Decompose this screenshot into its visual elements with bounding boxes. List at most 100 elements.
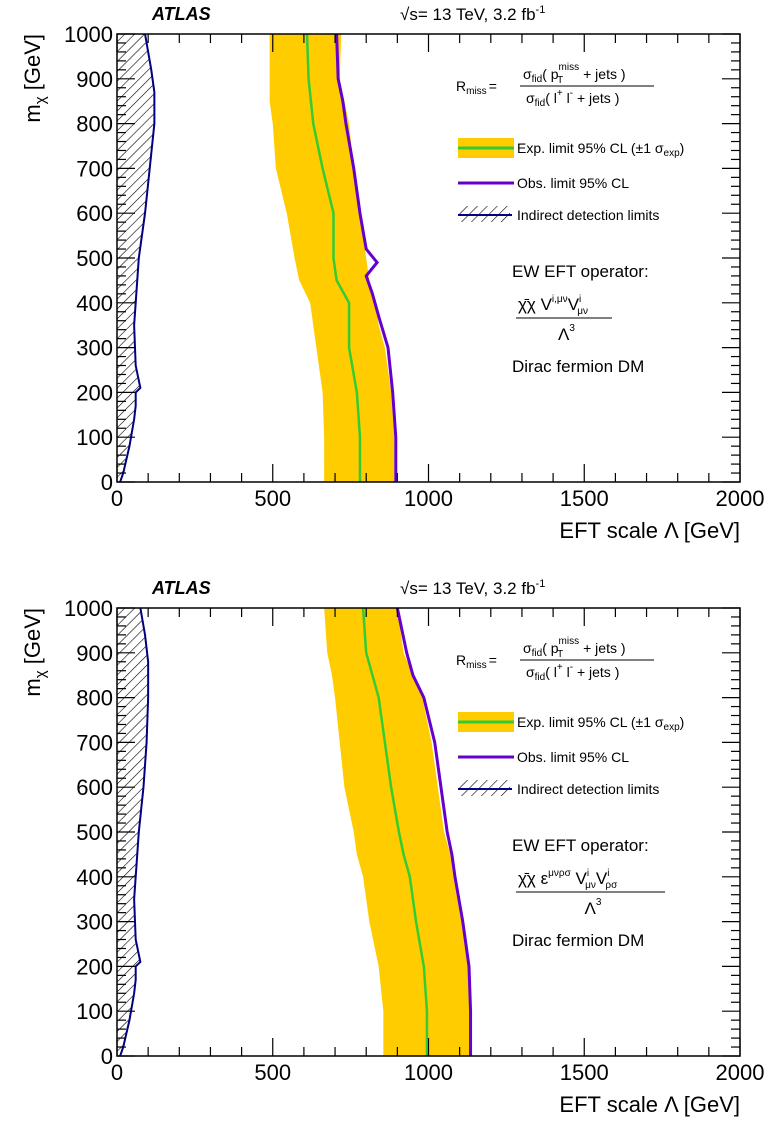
rmiss-lhs: Rmiss = [456,652,497,671]
energy-sup: -1 [536,4,546,16]
operator-footer: Dirac fermion DM [512,931,644,950]
ticks [116,33,741,483]
den-sigma: σ [526,90,535,106]
den-l1-sup: + [557,662,563,673]
op-num-sub2: μν [577,306,588,317]
op-num-mid2: V [596,869,608,888]
den-sub: fid [535,98,546,109]
x-tick-label: 1500 [560,1060,609,1085]
chart-panel-top: 0 500 1000 1500 2000 0 100 200 300 400 500 600 700 80… [20,4,765,543]
x-tick-label: 1000 [404,486,453,511]
legend-expected-label: Exp. limit 95% CL (±1 σexp) [517,714,684,733]
atlas-label: ATLAS [151,4,211,24]
den-tail: + jets ) [573,90,619,106]
y-tick-label: 800 [76,112,113,137]
y-tick-label: 300 [76,336,113,361]
den-sigma: σ [526,664,535,680]
num-p-sub: T [557,649,563,660]
sqrt-s: √s [400,579,418,598]
legend-expected-label: Exp. limit 95% CL (±1 σexp) [517,140,684,159]
den-tail: + jets ) [573,664,619,680]
op-den-sup: 3 [596,897,602,908]
y-tick-label: 300 [76,910,113,935]
rmiss-denominator: σfid( l+ l- + jets ) [526,662,619,683]
rmiss-formula: Rmiss =σfid( pmiss T + jets )σfid( l+ l- +… [456,62,654,109]
op-den-sup: 3 [569,323,575,334]
plot-area [117,608,473,1056]
observed-line [335,34,398,482]
y-tick-label: 400 [76,865,113,890]
rmiss-formula: Rmiss =σfid( pmiss T + jets )σfid( l+ l- +… [456,636,654,683]
rmiss-sub: miss [466,86,487,97]
y-tick-label: 100 [76,425,113,450]
op-num-sub3: ρσ [605,880,618,891]
expected-band [324,608,471,1056]
indirect-line [119,34,156,482]
y-axis-title: mχ [GeV] [20,34,49,123]
den-sub: fid [535,672,546,683]
legend: Exp. limit 95% CL (±1 σexp) Obs. limit 95… [458,138,684,223]
y-tick-label: 500 [76,246,113,271]
energy-text: = 13 TeV, 3.2 fb [418,5,536,24]
y-tick-label: 600 [76,775,113,800]
plot-area [117,34,398,482]
y-tick-label: 100 [76,999,113,1024]
rmiss-lhs: Rmiss = [456,78,497,97]
op-num: χ̄χ ε [518,869,549,888]
y-axis-sub: χ [32,670,49,678]
num-p-sup: miss [559,62,580,73]
num-sub: fid [532,648,543,659]
num-sigma: σ [523,66,532,82]
plot-frame [116,33,741,483]
rmiss-numerator: σfid( pmiss T + jets ) [523,636,626,660]
indirect-line [119,608,150,1056]
operator-denominator: Λ3 [585,897,602,918]
y-tick-label: 0 [101,1044,113,1069]
x-tick-label: 0 [111,1060,123,1085]
observed-line [395,608,473,1056]
energy-sup: -1 [536,578,546,590]
y-tick-label: 600 [76,201,113,226]
y-axis-sub: χ [32,96,49,104]
y-tick-label: 400 [76,291,113,316]
ticks [116,607,741,1057]
x-tick-label: 500 [254,486,291,511]
operator-denominator: Λ3 [558,323,575,344]
num-open: ( p [542,640,559,656]
num-open: ( p [542,66,559,82]
den-open: ( l [545,90,557,106]
x-axis-title: EFT scale Λ [GeV] [559,518,740,543]
y-axis-main: m [20,104,45,122]
den-l2: l [563,90,570,106]
operator-title: EW EFT operator: [512,262,649,281]
legend-exp-tail: ) [680,714,685,730]
op-num-sup2: i [587,868,589,879]
y-tick-label: 900 [76,641,113,666]
x-tick-label: 500 [254,1060,291,1085]
op-num-sup2: i [579,294,581,305]
y-tick-label: 500 [76,820,113,845]
y-tick-label: 0 [101,470,113,495]
den-l2-sup: - [570,662,573,673]
legend-exp-text: Exp. limit 95% CL (±1 σ [517,140,664,156]
num-sub: fid [532,74,543,85]
legend-exp-sub: exp [664,722,681,733]
x-tick-label: 0 [111,486,123,511]
sqrt-s: √s [400,5,418,24]
op-num-mid: V [571,869,588,888]
indirect-hatch [117,34,155,482]
expected-line [305,34,362,482]
num-p-sub: T [557,75,563,86]
x-tick-label: 2000 [716,486,765,511]
op-num-sup1: i,μν [552,294,568,305]
y-axis-unit: [GeV] [20,34,45,96]
den-l1-sup: + [557,88,563,99]
rmiss-eq: = [489,652,497,668]
x-tick-label: 1500 [560,486,609,511]
legend-observed-label: Obs. limit 95% CL [517,749,629,765]
chart-panel-bottom: 0 500 1000 1500 2000 0 100 200 300 400 500 600 700 80… [20,578,764,1117]
rmiss-eq: = [489,78,497,94]
rmiss-sub: miss [466,660,487,671]
legend-exp-text: Exp. limit 95% CL (±1 σ [517,714,664,730]
